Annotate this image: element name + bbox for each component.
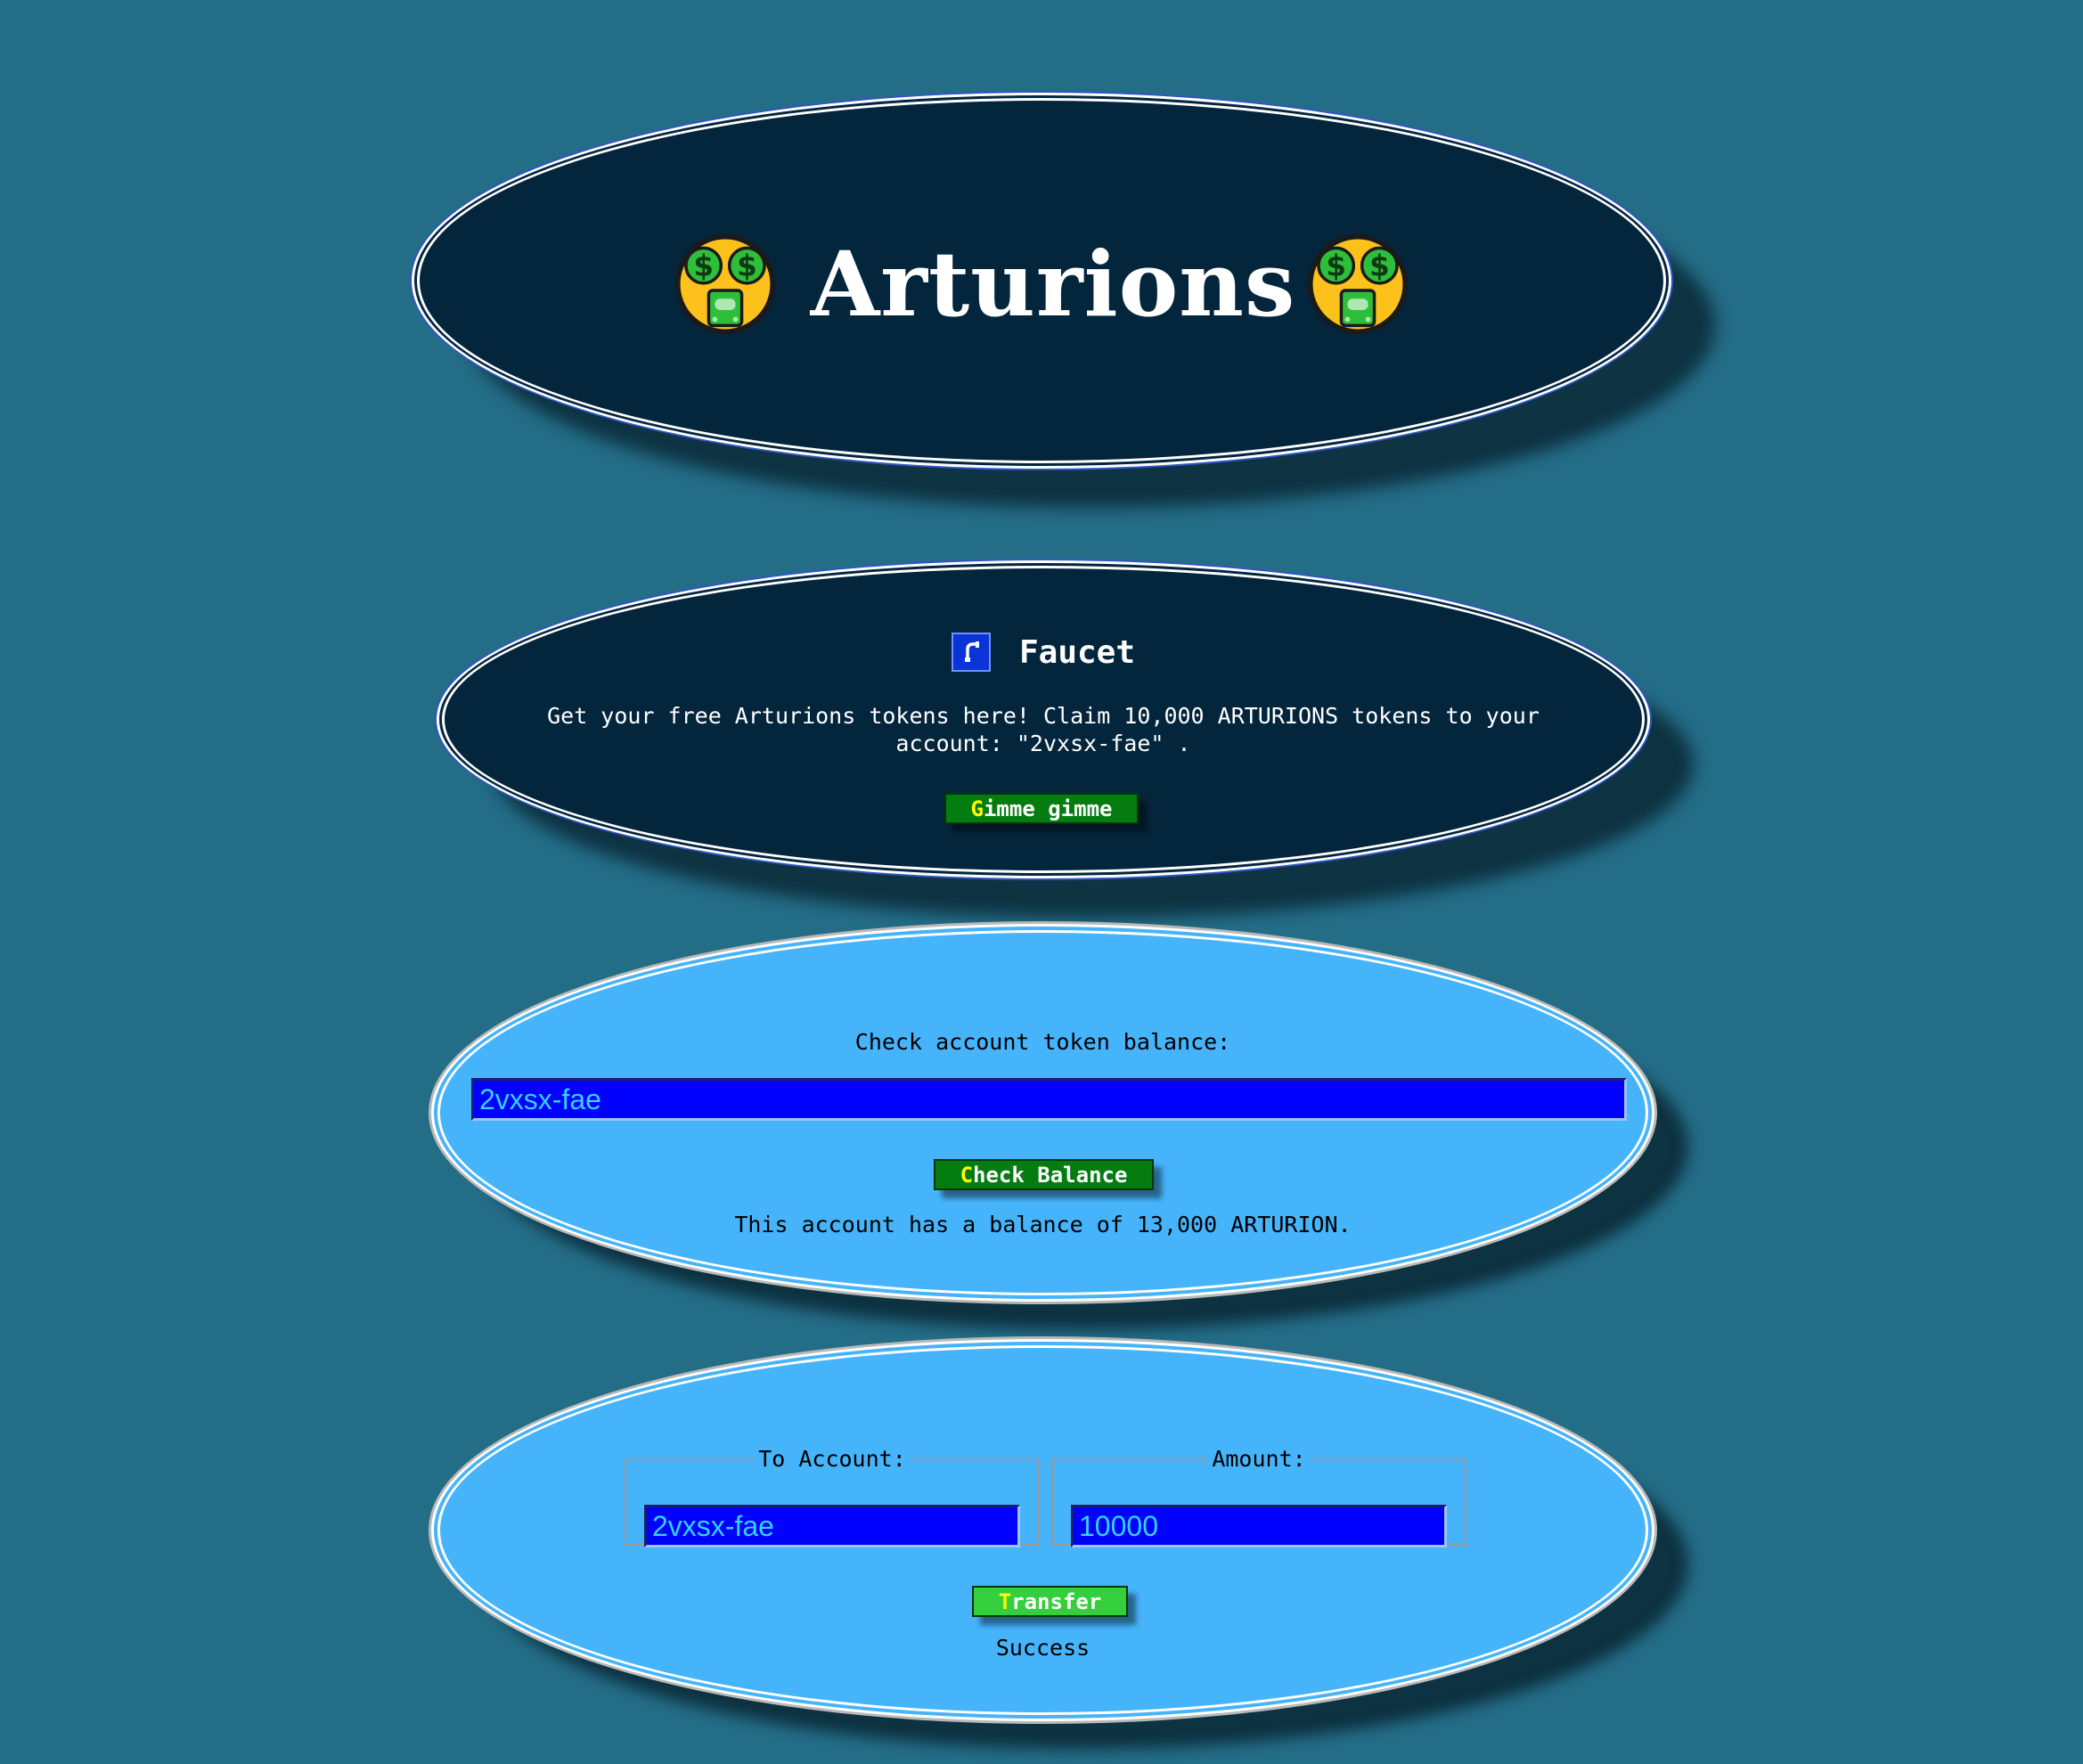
page-title: Arturions [810, 232, 1296, 337]
money-mouth-face-icon: $ $ [1308, 233, 1409, 335]
to-account-fieldset: To Account: [625, 1446, 1040, 1548]
faucet-panel: Faucet Get your free Arturions tokens he… [442, 566, 1645, 873]
balance-account-input[interactable] [471, 1078, 1627, 1121]
header-panel: $ $ Arturions $ $ [417, 98, 1666, 463]
button-accent-letter: C [960, 1162, 974, 1188]
balance-panel: Check account token balance: Check Balan… [437, 930, 1648, 1295]
svg-text:$: $ [737, 249, 757, 283]
transfer-button[interactable]: Transfer [972, 1586, 1128, 1617]
amount-fieldset: Amount: [1051, 1446, 1466, 1548]
button-accent-letter: G [970, 796, 984, 821]
amount-label: Amount: [1212, 1446, 1306, 1472]
button-label: heck Balance [973, 1162, 1128, 1188]
balance-result: This account has a balance of 13,000 ART… [734, 1212, 1352, 1237]
faucet-icon [951, 633, 991, 672]
button-label: imme gimme [983, 796, 1113, 821]
amount-input[interactable] [1071, 1505, 1447, 1548]
svg-text:$: $ [1327, 249, 1347, 283]
faucet-heading: Faucet [445, 633, 1642, 672]
transfer-panel: To Account: Amount: Transfer Success [437, 1345, 1648, 1715]
faucet-title: Faucet [1018, 633, 1136, 671]
to-account-label: To Account: [758, 1446, 906, 1472]
to-account-input[interactable] [644, 1505, 1020, 1548]
balance-label: Check account token balance: [854, 1029, 1231, 1055]
transfer-status: Success [995, 1635, 1091, 1661]
svg-text:$: $ [1369, 249, 1390, 283]
svg-text:$: $ [693, 249, 714, 283]
money-mouth-face-icon: $ $ [674, 233, 775, 335]
gimme-gimme-button[interactable]: Gimme gimme [944, 793, 1139, 824]
title-row: $ $ Arturions $ $ [420, 233, 1663, 336]
faucet-description: Get your free Arturions tokens here! Cla… [547, 703, 1540, 756]
check-balance-button[interactable]: Check Balance [934, 1159, 1154, 1190]
button-accent-letter: T [998, 1588, 1012, 1614]
button-label: ransfer [1011, 1588, 1102, 1614]
